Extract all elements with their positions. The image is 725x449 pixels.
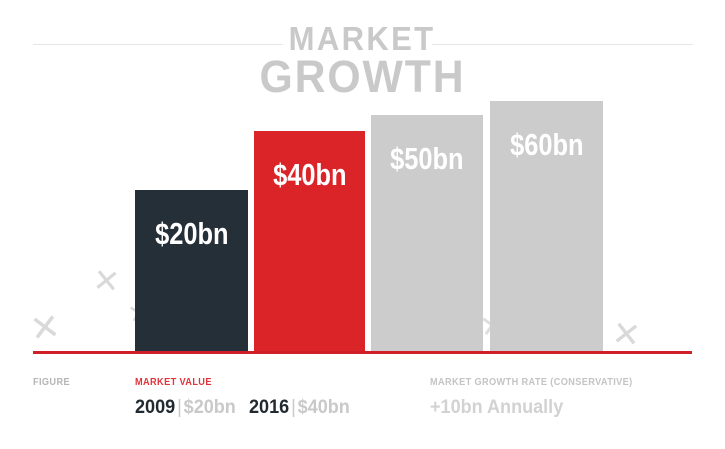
legend-entry-2009: 2009|$20bn (135, 397, 236, 419)
legend-growth-rate-value: +10bn Annually (430, 397, 564, 418)
title-line-growth: GROWTH (259, 51, 466, 102)
bar-2009[interactable]: $20bn (135, 190, 248, 352)
legend-2016-separator: | (291, 397, 296, 418)
legend-growth-rate-label: MARKET GROWTH RATE (CONSERVATIVE) (430, 377, 633, 388)
bar-label-projection-60: $60bn (509, 127, 584, 162)
legend-2016-year: 2016 (249, 397, 290, 418)
legend-2009-separator: | (177, 397, 182, 418)
legend: FIGURE MARKET VALUE 2009|$20bn 2016 |$40b… (0, 373, 725, 433)
legend-market-value-label: MARKET VALUE (135, 377, 212, 388)
bar-label-projection-50: $50bn (390, 141, 464, 176)
legend-entry-2016: 2016 |$40bn (249, 397, 350, 419)
bar-projection-60[interactable]: $60bn (490, 101, 603, 352)
legend-2009-amount: $20bn (183, 397, 236, 418)
bar-label-2009: $20bn (154, 216, 229, 251)
title-line-market: MARKET (289, 20, 436, 57)
page-title: MARKET GROWTH (0, 22, 725, 100)
chart-baseline (33, 351, 692, 354)
legend-2009-year: 2009 (135, 397, 176, 418)
legend-figure-label: FIGURE (33, 377, 70, 388)
title-rule-right (432, 44, 693, 45)
bar-label-2016: $40bn (272, 157, 347, 192)
legend-2016-amount: $40bn (297, 397, 350, 418)
bar-2016[interactable]: $40bn (254, 131, 365, 352)
bar-projection-50[interactable]: $50bn (371, 115, 483, 352)
title-rule-left (33, 44, 283, 45)
title-row-top: MARKET (0, 22, 725, 56)
